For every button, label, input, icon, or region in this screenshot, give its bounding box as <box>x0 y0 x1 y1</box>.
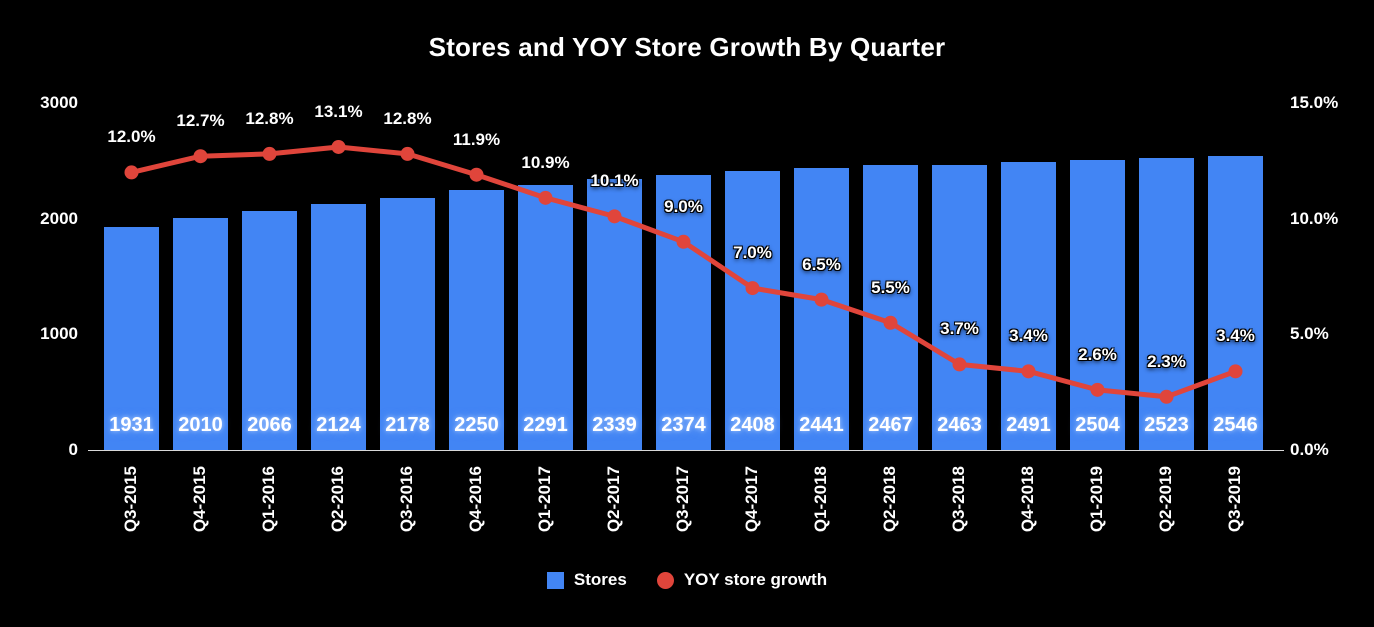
yoy-growth-point <box>124 165 139 180</box>
yoy-growth-point-label: 2.6% <box>1078 344 1117 364</box>
yoy-growth-point <box>400 146 415 161</box>
stores-square-icon <box>546 571 564 589</box>
yoy-growth-point-label: 3.4% <box>1216 326 1255 346</box>
yoy-growth-point-label: 6.5% <box>802 254 841 274</box>
yoy-growth-point-label: 10.1% <box>590 171 639 191</box>
x-axis-label: Q4-2016 <box>465 466 485 533</box>
yoy-growth-point-label: 3.4% <box>1009 326 1048 346</box>
legend-item-stores: Stores <box>546 570 627 590</box>
yoy-growth-point-label: 10.9% <box>521 152 570 172</box>
yoy-circle-icon <box>656 571 674 589</box>
stores-bar-value-label: 2124 <box>316 414 361 436</box>
stores-bar-value-label: 2178 <box>385 414 430 436</box>
yoy-growth-point-label: 11.9% <box>452 129 501 149</box>
stores-bar-value-label: 2250 <box>454 414 499 436</box>
stores-bar <box>449 189 504 450</box>
x-axis-label: Q1-2016 <box>258 466 278 533</box>
x-axis-label: Q2-2018 <box>879 466 899 533</box>
stores-bar <box>932 165 987 450</box>
stores-bar <box>1139 158 1194 450</box>
stores-bar-value-label: 2463 <box>937 414 982 436</box>
stores-bar <box>863 164 918 450</box>
x-axis-label: Q3-2018 <box>948 466 968 533</box>
x-axis-label: Q3-2017 <box>672 466 692 533</box>
stores-bar <box>1001 161 1056 450</box>
chart-title: Stores and YOY Store Growth By Quarter <box>428 32 946 62</box>
x-axis-label: Q2-2017 <box>603 466 623 533</box>
right-axis-tick-label: 5.0% <box>1290 324 1329 344</box>
x-axis-label: Q1-2017 <box>534 466 554 533</box>
stores-bar-value-label: 2408 <box>730 414 775 436</box>
stores-bar-value-label: 2441 <box>799 414 844 436</box>
left-axis-tick-label: 3000 <box>40 93 78 112</box>
yoy-growth-point-label: 2.3% <box>1147 351 1186 371</box>
yoy-growth-point-label: 12.7% <box>176 111 225 131</box>
yoy-growth-point-label: 12.8% <box>245 108 294 128</box>
right-axis-tick-label: 10.0% <box>1290 208 1339 228</box>
yoy-growth-point-label: 3.7% <box>940 319 979 339</box>
x-axis-label: Q3-2016 <box>396 466 416 533</box>
yoy-growth-point-label: 9.0% <box>664 196 703 216</box>
stores-bar <box>518 185 573 450</box>
x-axis-label: Q1-2018 <box>810 466 830 533</box>
yoy-growth-point-label: 7.0% <box>733 243 772 263</box>
stores-bar-value-label: 2467 <box>868 414 913 436</box>
legend-label-yoy-growth: YOY store growth <box>683 570 828 589</box>
stores-bar-value-label: 2291 <box>523 414 568 436</box>
yoy-growth-point-label: 13.1% <box>314 101 363 121</box>
stores-bar <box>725 171 780 450</box>
stores-bar <box>794 167 849 450</box>
x-axis-label: Q4-2018 <box>1017 466 1037 533</box>
stores-bar-value-label: 2374 <box>661 414 706 436</box>
yoy-growth-point <box>331 139 346 154</box>
yoy-growth-point <box>193 149 208 164</box>
yoy-growth-point-label: 12.0% <box>107 127 156 147</box>
yoy-growth-point <box>262 146 277 161</box>
yoy-growth-point <box>469 167 484 182</box>
stores-bar <box>587 179 642 450</box>
stores-bar-value-label: 2491 <box>1006 414 1051 436</box>
x-axis-label: Q2-2019 <box>1155 466 1175 533</box>
stores-bar <box>1208 155 1263 450</box>
x-axis-label: Q1-2019 <box>1086 466 1106 533</box>
yoy-growth-point-label: 5.5% <box>871 277 910 297</box>
x-axis-line <box>88 450 1284 451</box>
stores-bar-value-label: 2066 <box>247 414 292 436</box>
x-axis-label: Q3-2015 <box>120 466 140 533</box>
stores-bar-value-label: 2339 <box>592 414 637 436</box>
x-axis-label: Q4-2015 <box>189 466 209 533</box>
yoy-growth-point-label: 12.8% <box>383 108 432 128</box>
right-axis-tick-label: 0.0% <box>1290 440 1329 459</box>
left-axis-tick-label: 0 <box>68 440 78 459</box>
stores-bar-value-label: 2523 <box>1144 414 1189 436</box>
right-axis-tick-label: 15.0% <box>1290 93 1339 112</box>
stores-bar <box>1070 160 1125 450</box>
x-axis-label: Q2-2016 <box>327 466 347 533</box>
left-axis-tick-label: 2000 <box>40 208 78 228</box>
legend-label-stores: Stores <box>573 570 627 589</box>
stores-bar-value-label: 2010 <box>178 414 223 436</box>
x-axis-label: Q4-2017 <box>741 466 761 533</box>
legend: Stores YOY store growth <box>0 570 1374 590</box>
stores-bar <box>380 198 435 450</box>
stores-bar-value-label: 2504 <box>1075 414 1120 436</box>
stores-bar-value-label: 2546 <box>1213 414 1258 436</box>
legend-item-yoy-growth: YOY store growth <box>656 570 828 590</box>
stores-bar-value-label: 1931 <box>109 414 154 436</box>
x-axis-label: Q3-2019 <box>1224 466 1244 533</box>
left-axis-tick-label: 1000 <box>40 324 78 344</box>
